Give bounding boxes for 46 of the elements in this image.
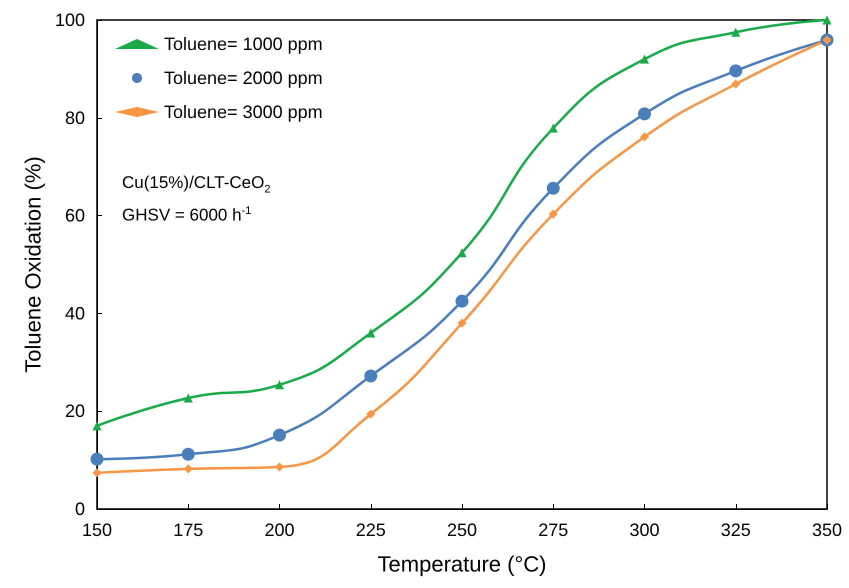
y-tick-label: 80 xyxy=(64,108,85,128)
point xyxy=(364,369,378,382)
x-tick-label: 350 xyxy=(812,520,842,540)
point xyxy=(456,294,468,308)
point xyxy=(90,452,104,466)
x-tick-label: 325 xyxy=(720,520,751,540)
point xyxy=(92,421,102,430)
x-tick-label: 275 xyxy=(538,520,568,540)
y-tick-label: 100 xyxy=(54,10,85,30)
point xyxy=(92,468,102,478)
x-tick-label: 200 xyxy=(264,520,295,540)
point xyxy=(822,16,832,24)
legend-label: Toluene= 2000 ppm xyxy=(164,68,323,88)
point xyxy=(275,462,284,472)
point xyxy=(182,448,195,461)
point xyxy=(275,380,284,390)
point xyxy=(184,393,193,402)
y-tick-label: 60 xyxy=(64,206,85,226)
point xyxy=(640,132,649,142)
x-tick-label: 225 xyxy=(356,520,386,540)
point xyxy=(458,318,466,328)
x-tick-label: 300 xyxy=(629,520,660,540)
y-tick-label: 40 xyxy=(64,303,85,324)
point xyxy=(273,428,286,442)
point xyxy=(458,248,466,258)
point xyxy=(548,210,558,219)
point xyxy=(366,328,376,338)
y-tick-label: 20 xyxy=(64,401,85,422)
point xyxy=(731,80,740,89)
point xyxy=(548,124,558,133)
point xyxy=(366,410,376,419)
annotation: GHSV = 6000 h$^{-1}$ xyxy=(122,204,252,228)
y-tick-label: 0 xyxy=(74,499,85,519)
point xyxy=(640,54,649,64)
point xyxy=(546,182,560,195)
point xyxy=(638,107,651,120)
legend-label: Toluene= 3000 ppm xyxy=(164,102,323,122)
x-axis-title: Temperature (°C) xyxy=(378,552,546,576)
annotation: Cu(15%)/CLT-CeO$_{2}$ xyxy=(122,172,270,198)
x-tick-label: 250 xyxy=(446,520,478,540)
x-tick-label: 175 xyxy=(173,520,204,540)
x-tick-label: 150 xyxy=(82,520,112,540)
point xyxy=(729,64,742,78)
legend-label: Toluene= 1000 ppm xyxy=(164,34,323,54)
point xyxy=(731,28,740,37)
y-axis-title: Toluene Oxidation (%) xyxy=(20,156,46,373)
